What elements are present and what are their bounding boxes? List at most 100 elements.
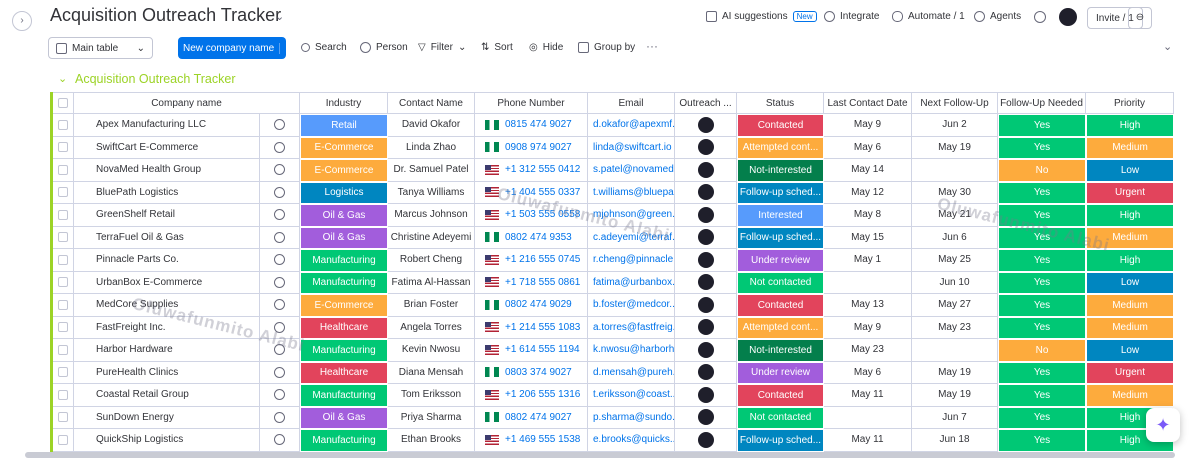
- updates-cell[interactable]: [260, 159, 300, 182]
- chat-icon[interactable]: [274, 276, 285, 288]
- chat-icon[interactable]: [274, 119, 285, 131]
- email-cell[interactable]: s.patel@novamed...: [588, 159, 675, 182]
- phone-cell[interactable]: +1 503 555 0558: [475, 204, 588, 227]
- checkbox[interactable]: [58, 232, 68, 243]
- company-cell[interactable]: SunDown Energy: [74, 406, 260, 429]
- follow-up-needed-cell[interactable]: Yes: [998, 429, 1086, 452]
- follow-up-needed-cell[interactable]: Yes: [998, 271, 1086, 294]
- contact-cell[interactable]: Ethan Brooks: [388, 429, 475, 452]
- updates-cell[interactable]: [260, 114, 300, 137]
- person-cell[interactable]: [675, 181, 737, 204]
- priority-cell[interactable]: Medium: [1086, 316, 1174, 339]
- contact-cell[interactable]: Tom Eriksson: [388, 384, 475, 407]
- next-follow-up-cell[interactable]: May 19: [912, 136, 998, 159]
- automate[interactable]: Automate / 1: [892, 11, 965, 22]
- status-cell[interactable]: Contacted: [737, 294, 824, 317]
- group-by[interactable]: Group by: [578, 42, 635, 53]
- column-header[interactable]: Contact Name: [388, 92, 475, 114]
- person-cell[interactable]: [675, 226, 737, 249]
- collapse-button[interactable]: ›: [12, 11, 32, 31]
- checkbox[interactable]: [58, 344, 68, 355]
- company-cell[interactable]: PureHealth Clinics: [74, 361, 260, 384]
- contact-cell[interactable]: Tanya Williams: [388, 181, 475, 204]
- company-cell[interactable]: SwiftCart E-Commerce: [74, 136, 260, 159]
- company-cell[interactable]: QuickShip Logistics: [74, 429, 260, 452]
- phone-number[interactable]: +1 214 555 1083: [505, 321, 581, 333]
- next-follow-up-cell[interactable]: May 27: [912, 294, 998, 317]
- last-contact-cell[interactable]: May 14: [824, 159, 912, 182]
- phone-cell[interactable]: 0802 474 9353: [475, 226, 588, 249]
- company-cell[interactable]: MedCore Supplies: [74, 294, 260, 317]
- chat-icon[interactable]: [274, 411, 285, 423]
- company-cell[interactable]: Apex Manufacturing LLC: [74, 114, 260, 137]
- chat-icon[interactable]: [274, 209, 285, 221]
- contact-cell[interactable]: Brian Foster: [388, 294, 475, 317]
- phone-number[interactable]: +1 718 555 0861: [505, 276, 581, 288]
- chat-icon[interactable]: [274, 299, 285, 311]
- group-title[interactable]: Acquisition Outreach Tracker: [75, 72, 236, 86]
- updates-cell[interactable]: [260, 181, 300, 204]
- contact-cell[interactable]: Christine Adeyemi: [388, 226, 475, 249]
- contact-cell[interactable]: Dr. Samuel Patel: [388, 159, 475, 182]
- status-cell[interactable]: Under review: [737, 249, 824, 272]
- follow-up-needed-cell[interactable]: Yes: [998, 136, 1086, 159]
- phone-number[interactable]: 0802 474 9353: [505, 231, 572, 243]
- next-follow-up-cell[interactable]: Jun 6: [912, 226, 998, 249]
- updates-icon[interactable]: [1034, 11, 1046, 23]
- priority-cell[interactable]: Urgent: [1086, 181, 1174, 204]
- priority-cell[interactable]: Medium: [1086, 294, 1174, 317]
- status-cell[interactable]: Not contacted: [737, 271, 824, 294]
- checkbox[interactable]: [58, 412, 68, 423]
- main-table-tab[interactable]: Main table ⌄: [48, 37, 153, 59]
- checkbox[interactable]: [58, 98, 68, 108]
- priority-cell[interactable]: Medium: [1086, 226, 1174, 249]
- updates-cell[interactable]: [260, 271, 300, 294]
- phone-cell[interactable]: +1 216 555 0745: [475, 249, 588, 272]
- group-chevron[interactable]: ⌄: [58, 73, 68, 85]
- integrate[interactable]: Integrate: [824, 11, 879, 22]
- person-cell[interactable]: [675, 136, 737, 159]
- agents[interactable]: Agents: [974, 11, 1021, 22]
- next-follow-up-cell[interactable]: May 21: [912, 204, 998, 227]
- contact-cell[interactable]: Angela Torres: [388, 316, 475, 339]
- phone-cell[interactable]: 0802 474 9029: [475, 294, 588, 317]
- column-header[interactable]: Follow-Up Needed: [998, 92, 1086, 114]
- person-cell[interactable]: [675, 249, 737, 272]
- company-cell[interactable]: UrbanBox E-Commerce: [74, 271, 260, 294]
- chat-icon[interactable]: [274, 164, 285, 176]
- column-header[interactable]: Industry: [300, 92, 388, 114]
- last-contact-cell[interactable]: May 6: [824, 136, 912, 159]
- status-cell[interactable]: Contacted: [737, 114, 824, 137]
- chat-icon[interactable]: [274, 321, 285, 333]
- updates-cell[interactable]: [260, 316, 300, 339]
- last-contact-cell[interactable]: May 8: [824, 204, 912, 227]
- follow-up-needed-cell[interactable]: No: [998, 159, 1086, 182]
- checkbox[interactable]: [58, 187, 68, 198]
- chat-icon[interactable]: [274, 344, 285, 356]
- ai-suggestions[interactable]: AI suggestions New: [706, 11, 817, 22]
- checkbox[interactable]: [58, 119, 68, 130]
- industry-cell[interactable]: E-Commerce: [300, 136, 388, 159]
- next-follow-up-cell[interactable]: [912, 159, 998, 182]
- email-cell[interactable]: t.williams@bluepa...: [588, 181, 675, 204]
- priority-cell[interactable]: Urgent: [1086, 361, 1174, 384]
- contact-cell[interactable]: Marcus Johnson: [388, 204, 475, 227]
- person-cell[interactable]: [675, 114, 737, 137]
- chat-icon[interactable]: [274, 254, 285, 266]
- phone-cell[interactable]: 0803 374 9027: [475, 361, 588, 384]
- last-contact-cell[interactable]: May 9: [824, 316, 912, 339]
- email-cell[interactable]: a.torres@fastfreig...: [588, 316, 675, 339]
- contact-cell[interactable]: Robert Cheng: [388, 249, 475, 272]
- follow-up-needed-cell[interactable]: Yes: [998, 361, 1086, 384]
- priority-cell[interactable]: High: [1086, 249, 1174, 272]
- status-cell[interactable]: Interested: [737, 204, 824, 227]
- next-follow-up-cell[interactable]: Jun 10: [912, 271, 998, 294]
- next-follow-up-cell[interactable]: Jun 2: [912, 114, 998, 137]
- priority-cell[interactable]: Medium: [1086, 384, 1174, 407]
- priority-cell[interactable]: Medium: [1086, 136, 1174, 159]
- updates-cell[interactable]: [260, 406, 300, 429]
- updates-cell[interactable]: [260, 294, 300, 317]
- follow-up-needed-cell[interactable]: Yes: [998, 226, 1086, 249]
- company-cell[interactable]: Harbor Hardware: [74, 339, 260, 362]
- checkbox[interactable]: [58, 277, 68, 288]
